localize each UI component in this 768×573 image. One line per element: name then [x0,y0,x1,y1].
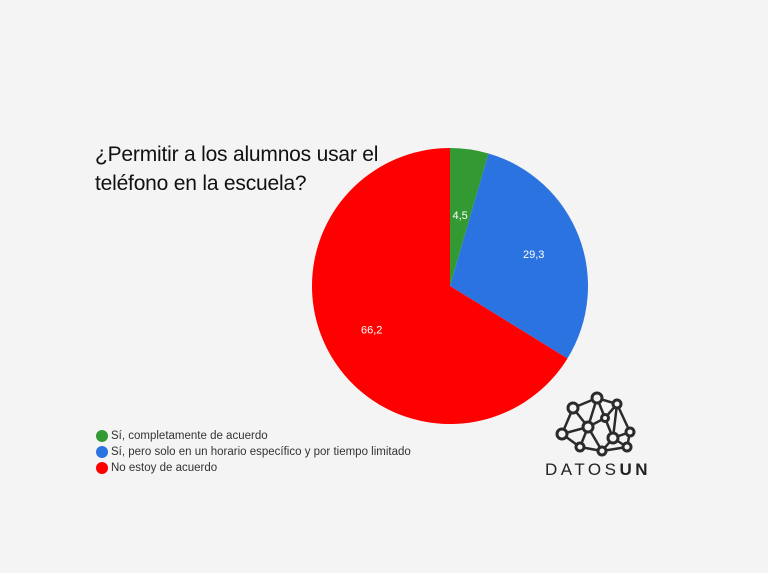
legend-label: No estoy de acuerdo [111,462,218,474]
data-label: 4,5 [452,210,467,222]
logo-text-light: DATOS [545,460,620,479]
logo-text: DATOSUN [545,460,651,480]
legend: Sí, completamente de acuerdo Sí, pero so… [96,428,411,476]
legend-swatch [96,446,108,458]
data-label: 29,3 [523,249,544,261]
pie-slice [450,148,489,286]
logo-text-bold: UN [619,460,652,479]
chart-title: ¿Permitir a los alumnos usar el teléfono… [95,143,379,195]
legend-swatch [96,462,108,474]
legend-swatch [96,430,108,442]
legend-label: Sí, completamente de acuerdo [111,430,268,442]
legend-item: Sí, completamente de acuerdo [96,428,411,444]
pie-slice [312,148,568,425]
legend-label: Sí, pero solo en un horario específico y… [111,446,411,458]
legend-item: Sí, pero solo en un horario específico y… [96,444,411,460]
pie-slice [450,153,588,359]
legend-item: No estoy de acuerdo [96,460,411,476]
network-logo-icon [555,391,636,457]
data-label: 66,2 [361,325,382,337]
